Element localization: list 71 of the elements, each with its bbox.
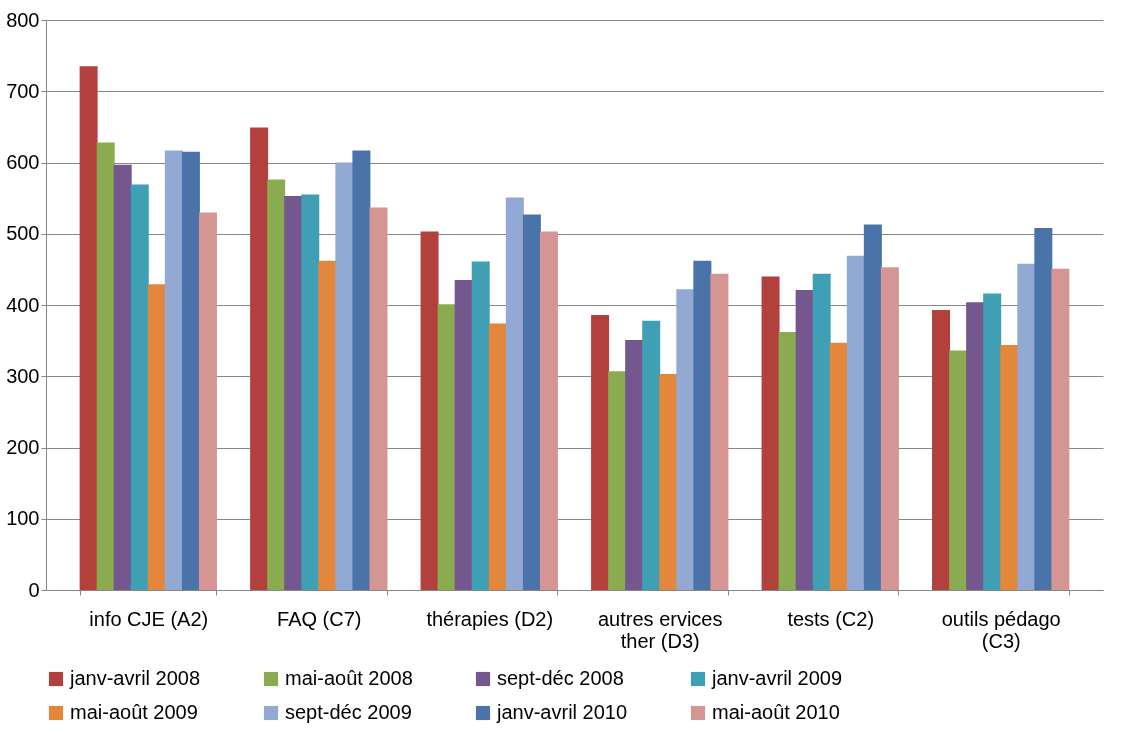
- bar: [454, 280, 473, 590]
- legend-label: janv-avril 2008: [69, 667, 201, 689]
- bar: [267, 179, 286, 590]
- y-tick-label: 200: [6, 436, 40, 458]
- x-tick-label: autres ervices ther (D3): [597, 607, 723, 652]
- bar: [352, 150, 371, 590]
- bar: [522, 214, 541, 590]
- y-tick-label: 400: [6, 293, 40, 316]
- bar: [812, 273, 831, 590]
- bar: [488, 323, 507, 590]
- bar: [1051, 268, 1070, 590]
- bar: [983, 293, 1002, 590]
- bar: [301, 194, 320, 590]
- legend-label: mai-août 2010: [712, 701, 840, 723]
- bar: [761, 276, 780, 590]
- bar: [625, 339, 644, 590]
- bar: [79, 66, 98, 590]
- legend-label: janv-avril 2010: [496, 701, 628, 723]
- bar: [318, 260, 337, 590]
- bar: [1017, 263, 1036, 590]
- bar: [420, 231, 439, 590]
- bar: [369, 207, 388, 590]
- bar: [250, 127, 269, 590]
- bar: [1000, 344, 1019, 590]
- bar: [608, 371, 627, 590]
- bar: [659, 374, 678, 590]
- legend-label: sept-déc 2008: [497, 667, 624, 689]
- bar: [130, 184, 149, 590]
- bar: [949, 350, 968, 590]
- bar: [471, 261, 490, 590]
- x-tick-label: thérapies (D2): [426, 607, 554, 630]
- x-tick-label: FAQ (C7): [277, 607, 362, 630]
- bar: [198, 212, 217, 590]
- legend-label: sept-déc 2009: [285, 701, 412, 723]
- bar: [96, 142, 115, 590]
- y-tick-label: 500: [6, 222, 40, 245]
- bar: [591, 314, 610, 590]
- bar: [966, 302, 985, 590]
- bar: [335, 162, 354, 590]
- y-tick-label: 700: [6, 79, 40, 102]
- bar: [778, 332, 797, 590]
- x-tick-label: outils pédago (C3): [941, 607, 1061, 652]
- y-tick-label: 100: [6, 507, 40, 530]
- x-tick-label: info CJE (A2): [89, 607, 209, 630]
- bar: [539, 231, 558, 590]
- legend-label: mai-août 2009: [70, 701, 198, 723]
- bar: [284, 195, 303, 590]
- bar: [829, 342, 848, 590]
- y-tick-label: 600: [6, 151, 40, 173]
- y-tick-label: 800: [6, 8, 40, 31]
- bar: [181, 151, 200, 590]
- x-tick-label: tests (C2): [787, 607, 875, 630]
- bar: [846, 255, 865, 590]
- legend-label: mai-août 2008: [285, 667, 413, 689]
- bar: [437, 304, 456, 590]
- bar: [505, 197, 524, 590]
- bar: [693, 260, 712, 590]
- bar: [880, 267, 899, 590]
- bar: [1034, 228, 1053, 590]
- bar: [164, 150, 183, 590]
- legend-label: janv-avril 2009: [711, 667, 843, 689]
- bar: [932, 309, 951, 590]
- bar: [113, 164, 132, 590]
- bar: [147, 284, 166, 590]
- bar: [710, 273, 729, 590]
- y-tick-label: 300: [6, 364, 40, 387]
- bar: [795, 290, 814, 590]
- y-tick-label: 0: [28, 578, 40, 601]
- bar: [642, 320, 661, 590]
- bar: [863, 224, 882, 590]
- bar: [676, 289, 695, 590]
